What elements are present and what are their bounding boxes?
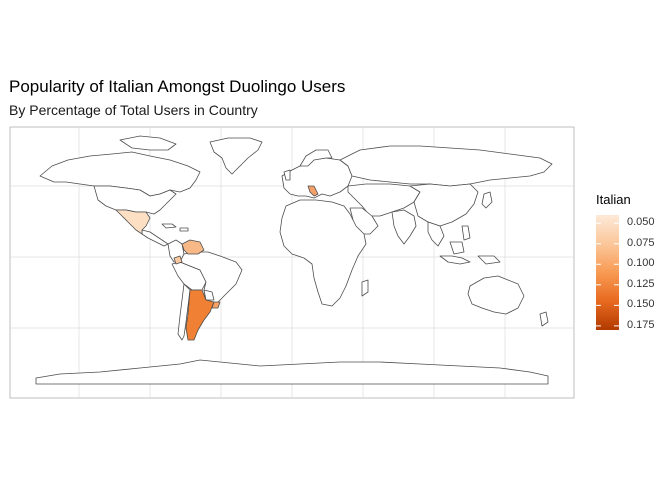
china (409, 183, 479, 227)
philippines (461, 225, 471, 241)
region-mexico (115, 209, 151, 235)
uk (283, 169, 291, 181)
arctic-islands (119, 135, 177, 151)
southeast-asia (427, 221, 445, 247)
new-zealand (539, 311, 549, 327)
brazil (179, 251, 243, 305)
region-venezuela (181, 239, 205, 255)
scandinavia (299, 149, 333, 167)
india (391, 209, 417, 245)
legend-tick-label: 0.050 (627, 216, 655, 229)
legend-tick-label: 0.100 (627, 257, 655, 270)
russia (339, 145, 553, 187)
australia (467, 275, 525, 315)
legend-tick-label: 0.175 (627, 318, 655, 331)
hispaniola (179, 227, 189, 232)
legend-colorbar (596, 215, 619, 330)
central-america (141, 229, 169, 247)
legend-tick-label: 0.075 (627, 236, 655, 249)
antarctica (35, 359, 549, 385)
region-argentina (185, 289, 215, 341)
caribbean (161, 223, 177, 229)
region-uruguay (211, 301, 221, 309)
borneo (449, 241, 465, 255)
region-italy (307, 185, 319, 197)
usa (93, 185, 177, 215)
japan (481, 191, 493, 209)
indonesia (439, 255, 471, 265)
madagascar (361, 279, 369, 297)
region-ecuador (173, 255, 183, 265)
legend-tick-label: 0.150 (627, 298, 655, 311)
legend-title: Italian (596, 192, 631, 207)
central-asia (347, 183, 421, 217)
map-title: Popularity of Italian Amongst Duolingo U… (9, 77, 346, 96)
new-guinea (477, 255, 501, 265)
greenland (209, 137, 263, 175)
north-america-north (39, 151, 201, 197)
paraguay (203, 289, 215, 301)
map-subtitle: By Percentage of Total Users in Country (9, 102, 258, 118)
africa (279, 199, 367, 307)
legend-tick-label: 0.125 (627, 277, 655, 290)
